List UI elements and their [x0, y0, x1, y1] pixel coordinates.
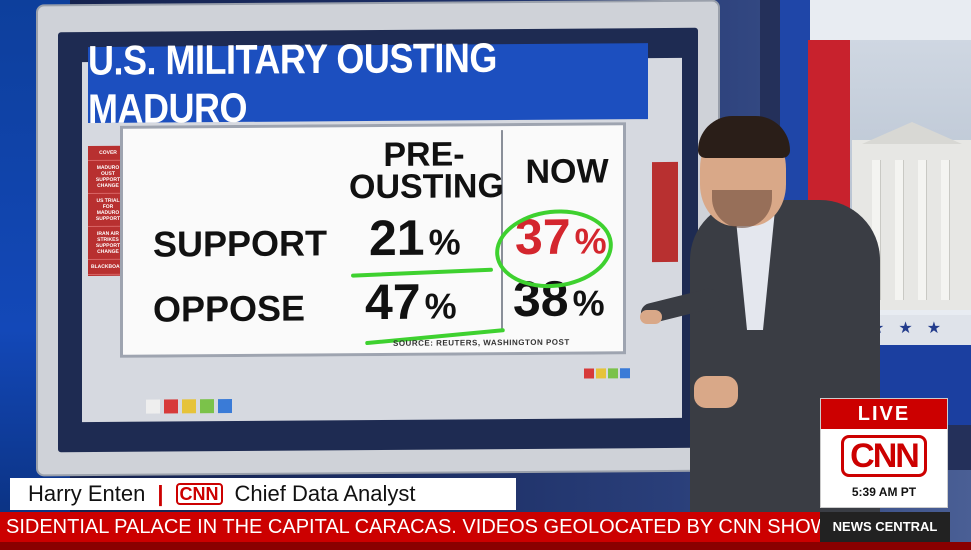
color-swatch[interactable]: [200, 399, 214, 414]
column-header-line: PRE-: [383, 135, 465, 174]
star-icons: ★★★: [870, 318, 956, 337]
show-name: NEWS CENTRAL: [820, 512, 950, 542]
live-badge: LIVE: [821, 399, 947, 429]
ticker-bottom-bar: [0, 542, 971, 550]
color-swatch[interactable]: [182, 399, 196, 414]
presenter-name: Harry Enten: [28, 481, 146, 506]
source-line: SOURCE: REUTERS, WASHINGTON POST: [393, 337, 570, 348]
column-header-now: NOW: [525, 152, 609, 191]
color-swatch[interactable]: [596, 368, 606, 379]
color-swatch[interactable]: [218, 399, 232, 414]
name-separator: |: [157, 481, 164, 506]
color-swatch[interactable]: [164, 399, 178, 414]
segment-menu-right[interactable]: [652, 161, 678, 263]
white-house-column: [941, 160, 949, 300]
white-house-column: [918, 160, 926, 300]
presenter-hand: [694, 376, 738, 408]
row-label-oppose: OPPOSE: [153, 287, 306, 330]
white-house-column: [895, 160, 903, 300]
news-ticker: SIDENTIAL PALACE IN THE CAPITAL CARACAS.…: [0, 512, 820, 542]
presenter-pointing-hand: [640, 310, 662, 324]
value-support-pre: 21%: [369, 209, 461, 267]
lower-third-name-bar: Harry Enten | CNN Chief Data Analyst: [10, 478, 516, 510]
value-oppose-pre: 47%: [365, 273, 457, 331]
color-swatch[interactable]: [620, 368, 630, 379]
column-header-line: OUSTING: [349, 167, 504, 207]
poll-board: PRE- OUSTING NOW SUPPORT OPPOSE 21% 47% …: [120, 122, 626, 358]
broadcast-time: 5:39 AM PT: [851, 485, 917, 499]
cnn-logo-icon: CNN: [175, 483, 223, 505]
graphic-title: U.S. MILITARY OUSTING MADURO: [88, 34, 648, 132]
column-divider: [501, 130, 503, 331]
color-swatch[interactable]: [608, 368, 618, 379]
row-label-support: SUPPORT: [153, 222, 328, 265]
color-swatch[interactable]: [146, 399, 160, 414]
presenter-hair: [698, 116, 790, 158]
presenter-role: Chief Data Analyst: [234, 481, 416, 506]
white-house-column: [872, 160, 880, 300]
network-bug: LIVE CNN 5:39 AM PT: [820, 398, 948, 508]
column-header-pre-ousting: PRE- OUSTING: [349, 135, 504, 207]
cnn-logo-icon: CNN: [841, 435, 927, 477]
touchscreen-monitor: ⚙ ↻ U.S. MILITARY OUSTING MADURO COVER M…: [38, 1, 718, 475]
cnn-logo: CNN: [821, 435, 947, 477]
color-swatch[interactable]: [584, 368, 594, 379]
